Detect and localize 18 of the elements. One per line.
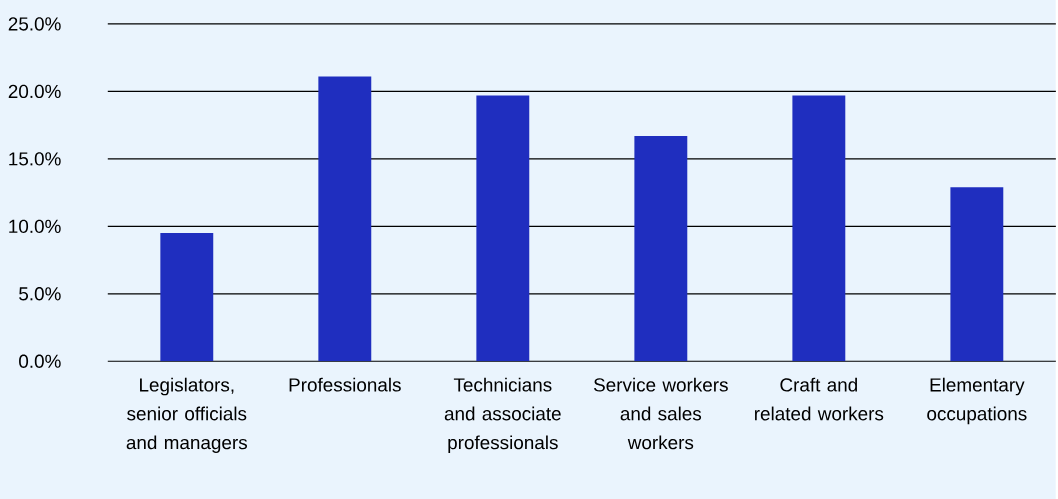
x-tick-label: Craft and related workers bbox=[755, 377, 884, 421]
y-tick-label: 0.0% bbox=[19, 354, 61, 368]
x-tick-label: Service workers and sales workers bbox=[593, 377, 728, 450]
bar bbox=[160, 233, 214, 362]
y-tick-label: 10.0% bbox=[9, 219, 61, 234]
y-tick-label: 25.0% bbox=[8, 17, 61, 31]
x-tick-label: Technicians and associate professionals bbox=[444, 377, 561, 454]
bar bbox=[950, 187, 1004, 362]
y-tick-label: 20.0% bbox=[8, 84, 61, 99]
bar bbox=[792, 95, 846, 362]
bar bbox=[318, 76, 372, 362]
x-tick-label: Professionals bbox=[289, 377, 401, 392]
y-tick-label: 5.0% bbox=[19, 287, 61, 301]
bar bbox=[634, 135, 688, 362]
x-tick-label: Legislators, senior officials and managers bbox=[126, 377, 247, 454]
x-tick-label: Elementary occupations bbox=[927, 377, 1027, 425]
y-tick-label: 15.0% bbox=[9, 152, 61, 166]
bar bbox=[476, 95, 530, 362]
